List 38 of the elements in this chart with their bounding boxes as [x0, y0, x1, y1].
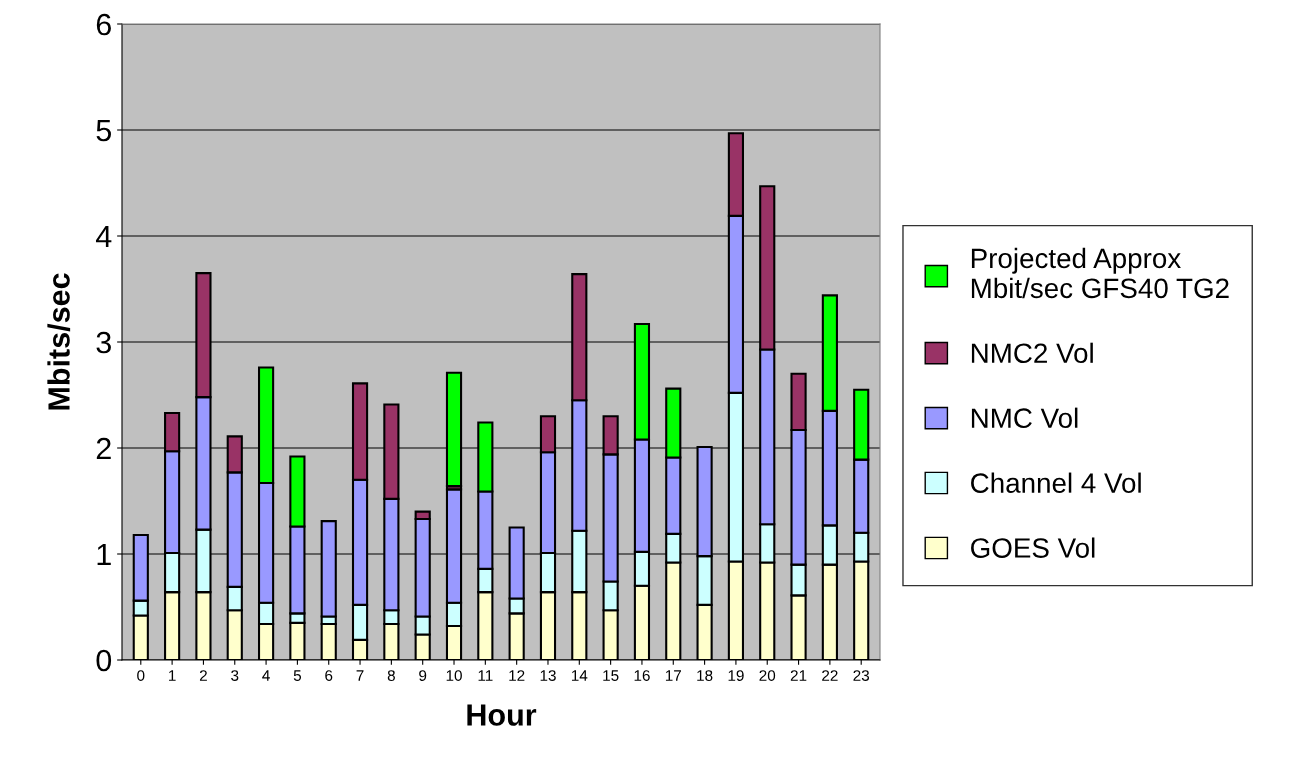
x-tick-label: 19	[728, 670, 744, 681]
legend-label: Projected Approx Mbit/sec GFS40 TG2	[971, 247, 1229, 299]
x-tick-label: 12	[509, 670, 525, 681]
x-tick-label: 23	[853, 670, 870, 681]
x-tick-label: 7	[356, 670, 364, 681]
x-tick-label: 17	[665, 670, 681, 681]
x-tick-label: 13	[540, 670, 556, 681]
y-tick-label: 1	[97, 544, 111, 566]
x-tick-label: 3	[231, 670, 239, 681]
legend-label: NMC Vol	[971, 407, 1078, 429]
legend-label: GOES Vol	[971, 537, 1095, 558]
x-tick-label: 20	[759, 670, 776, 681]
x-tick-label: 21	[790, 670, 807, 681]
x-tick-label: 11	[478, 670, 493, 681]
x-tick-label: 8	[387, 670, 395, 681]
x-tick-label: 5	[293, 670, 302, 681]
legend-label: NMC2 Vol	[971, 342, 1093, 364]
x-tick-label: 2	[199, 670, 207, 681]
x-tick-label: 1	[169, 670, 176, 681]
y-tick-label: 4	[95, 226, 112, 248]
x-tick-label: 4	[262, 670, 270, 681]
bar	[445, 371, 463, 488]
x-tick-label: 14	[571, 670, 588, 681]
x-tick-label: 10	[446, 670, 462, 681]
x-tick-label: 22	[822, 670, 838, 681]
y-tick-label: 2	[96, 437, 111, 460]
x-axis-title: Hour	[467, 704, 537, 726]
x-tick-label: 0	[137, 670, 145, 681]
x-tick-label: 6	[325, 670, 333, 681]
x-tick-label: 15	[603, 670, 619, 681]
y-tick-label: 3	[96, 331, 111, 354]
y-tick-label: 6	[96, 13, 111, 36]
legend-label: Channel 4 Vol	[971, 472, 1141, 493]
y-axis-title: Mbits/sec	[47, 273, 71, 410]
x-tick-label: 16	[634, 670, 650, 681]
x-tick-label: 18	[697, 670, 713, 681]
x-tick-label: 9	[419, 670, 427, 681]
y-tick-label: 5	[96, 120, 111, 142]
